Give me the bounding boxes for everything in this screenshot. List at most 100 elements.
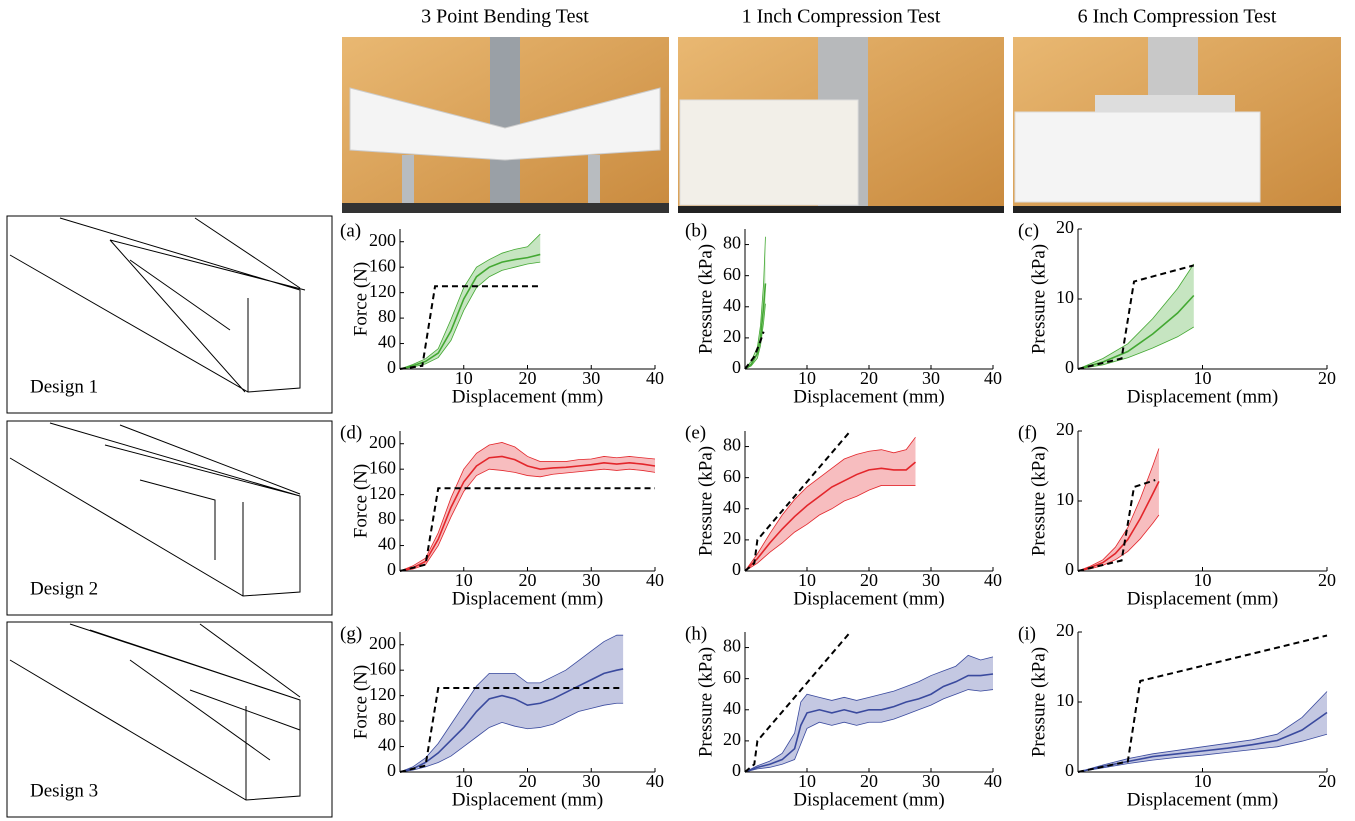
- x-tick-label: 20: [860, 368, 878, 388]
- y-tick-label: 0: [387, 760, 396, 780]
- band-edge: [399, 468, 656, 572]
- column-title: 1 Inch Compression Test: [742, 6, 941, 28]
- panel-label: (d): [340, 422, 362, 443]
- x-tick-label: 40: [984, 570, 1002, 590]
- x-tick-label: 10: [1194, 570, 1212, 590]
- y-tick-label: 40: [723, 497, 741, 517]
- y-tick-label: 20: [723, 326, 741, 346]
- y-tick-label: 0: [1065, 559, 1074, 579]
- x-tick-label: 10: [1194, 771, 1212, 791]
- band-edge: [1077, 448, 1160, 572]
- y-axis-label: Pressure (kPa): [1028, 244, 1049, 354]
- mean-line: [399, 668, 624, 773]
- band-edge: [399, 233, 541, 370]
- x-tick-label: 40: [646, 570, 664, 590]
- x-axis-label: Displacement (mm): [1127, 588, 1278, 609]
- photo-bending: [342, 37, 669, 213]
- x-tick-label: 30: [922, 368, 940, 388]
- x-axis-label: Displacement (mm): [793, 588, 944, 609]
- y-tick-label: 40: [723, 698, 741, 718]
- x-axis-label: Displacement (mm): [452, 789, 603, 810]
- band-edge: [744, 236, 766, 370]
- model-line: [1077, 479, 1156, 572]
- band-edge: [1077, 733, 1328, 773]
- band: [400, 442, 655, 571]
- y-tick-label: 0: [732, 357, 741, 377]
- y-tick-label: 120: [369, 684, 396, 704]
- x-tick-label: 30: [922, 570, 940, 590]
- x-tick-label: 10: [455, 570, 473, 590]
- x-tick-label: 20: [1318, 771, 1336, 791]
- design-1-drawing: [6, 215, 333, 414]
- mean-line: [399, 455, 656, 572]
- x-tick-label: 20: [519, 771, 537, 791]
- panel-label: (b): [685, 220, 707, 241]
- y-tick-label: 20: [1056, 419, 1074, 439]
- x-axis-label: Displacement (mm): [793, 386, 944, 407]
- y-tick-label: 160: [369, 658, 396, 678]
- band-edge: [744, 436, 916, 572]
- mean-line: [744, 673, 994, 773]
- y-tick-label: 60: [723, 264, 741, 284]
- panel-label: (a): [340, 220, 361, 241]
- y-tick-label: 10: [1056, 489, 1074, 509]
- band-edge: [399, 702, 624, 773]
- y-tick-label: 20: [1056, 620, 1074, 640]
- design-2-drawing: [6, 420, 333, 616]
- y-tick-label: 80: [378, 709, 396, 729]
- y-tick-label: 200: [369, 230, 396, 250]
- y-tick-label: 20: [723, 528, 741, 548]
- x-tick-label: 20: [1318, 368, 1336, 388]
- x-axis-label: Displacement (mm): [1127, 386, 1278, 407]
- y-tick-label: 0: [387, 559, 396, 579]
- x-axis-label: Displacement (mm): [452, 386, 603, 407]
- y-tick-label: 0: [732, 559, 741, 579]
- x-tick-label: 20: [860, 570, 878, 590]
- panel-label: (g): [340, 623, 362, 644]
- y-tick-label: 10: [1056, 690, 1074, 710]
- y-axis-label: Pressure (kPa): [1028, 446, 1049, 556]
- design-label: Design 3: [30, 780, 98, 801]
- y-tick-label: 200: [369, 633, 396, 653]
- x-tick-label: 40: [984, 771, 1002, 791]
- x-tick-label: 10: [455, 368, 473, 388]
- y-tick-label: 80: [378, 508, 396, 528]
- x-tick-label: 10: [1194, 368, 1212, 388]
- x-axis-label: Displacement (mm): [452, 588, 603, 609]
- x-tick-label: 30: [582, 771, 600, 791]
- x-tick-label: 20: [860, 771, 878, 791]
- model-line: [1077, 264, 1195, 370]
- y-tick-label: 0: [387, 357, 396, 377]
- band: [745, 655, 993, 772]
- y-tick-label: 40: [378, 534, 396, 554]
- panel-label: (c): [1018, 220, 1039, 241]
- design-label: Design 1: [30, 376, 98, 397]
- band: [1078, 448, 1159, 571]
- y-tick-label: 40: [378, 735, 396, 755]
- x-axis-label: Displacement (mm): [1127, 789, 1278, 810]
- y-axis-label: Pressure (kPa): [1028, 647, 1049, 757]
- y-tick-label: 60: [723, 466, 741, 486]
- panel-label: (f): [1018, 422, 1037, 443]
- y-axis-label: Pressure (kPa): [695, 446, 716, 556]
- y-tick-label: 10: [1056, 287, 1074, 307]
- x-tick-label: 10: [798, 570, 816, 590]
- band: [1078, 264, 1194, 369]
- x-axis-label: Displacement (mm): [793, 789, 944, 810]
- x-tick-label: 10: [798, 368, 816, 388]
- mean-line: [399, 253, 541, 370]
- y-tick-label: 0: [1065, 760, 1074, 780]
- x-tick-label: 40: [646, 771, 664, 791]
- band-edge: [1077, 326, 1194, 370]
- x-tick-label: 10: [455, 771, 473, 791]
- y-tick-label: 40: [378, 332, 396, 352]
- y-axis-label: Pressure (kPa): [695, 244, 716, 354]
- column-title: 6 Inch Compression Test: [1078, 6, 1277, 28]
- y-tick-label: 80: [723, 435, 741, 455]
- design-label: Design 2: [30, 578, 98, 599]
- band-edge: [744, 654, 994, 773]
- x-tick-label: 30: [922, 771, 940, 791]
- x-tick-label: 10: [798, 771, 816, 791]
- y-tick-label: 200: [369, 432, 396, 452]
